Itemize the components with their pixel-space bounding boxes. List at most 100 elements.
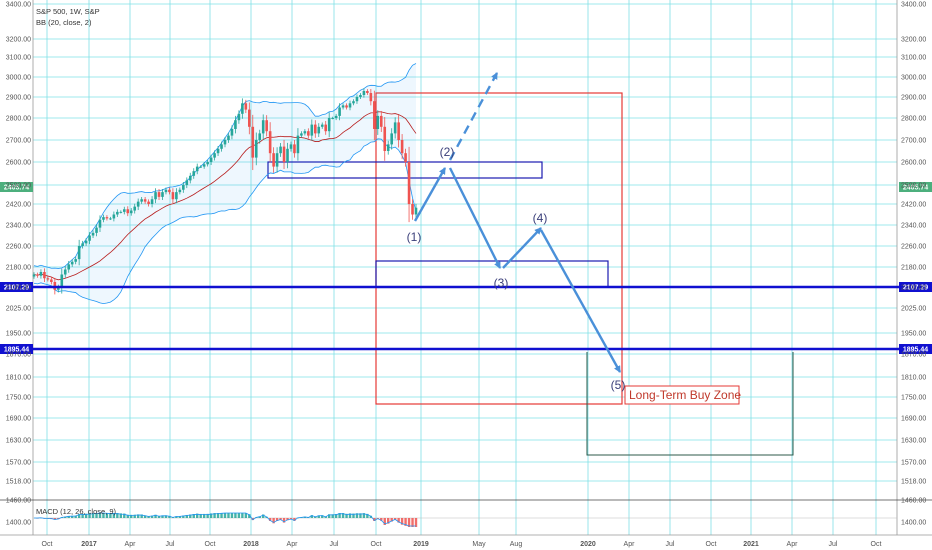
candle-11 [70, 261, 74, 265]
y-tick-right-14: 2025.00 [901, 306, 926, 313]
candle-5 [50, 279, 53, 282]
y-tick-left-9: 2420.00 [6, 202, 31, 209]
macd-bar-50 [206, 513, 209, 518]
buy-zone-bracket [586, 352, 794, 456]
macd-bar-78 [303, 516, 307, 518]
y-tick-right-18: 1750.00 [901, 395, 926, 402]
macd-bar-81 [314, 516, 317, 518]
x-tick-16: 2021 [743, 541, 759, 548]
candle-47 [195, 166, 199, 172]
candle-31 [140, 199, 143, 202]
y-tick-left-14: 2025.00 [6, 306, 31, 313]
macd-bar-10 [67, 516, 70, 518]
macd-bar-98 [373, 518, 376, 521]
candle-64 [254, 140, 258, 158]
wave-arrows [413, 72, 622, 373]
macd-bar-72 [282, 518, 286, 523]
candle-40 [171, 192, 175, 200]
macd-bar-43 [182, 515, 185, 518]
macd-bar-96 [366, 513, 369, 518]
macd-bar-51 [209, 513, 213, 518]
price-badge-right-label: 2405.74 [903, 185, 928, 192]
candle-53 [216, 148, 220, 154]
y-tick-right-5: 2800.00 [901, 116, 926, 123]
macd-bar-56 [227, 513, 230, 518]
candle-90 [345, 105, 348, 108]
x-tick-17: Apr [787, 541, 799, 548]
macd-bar-108 [407, 518, 411, 527]
y-tick-left-22: 1518.00 [6, 479, 31, 486]
candle-22 [109, 218, 112, 220]
y-tick-right-1: 3200.00 [901, 37, 926, 44]
candle-106 [400, 140, 404, 154]
macd-bar-62 [248, 514, 251, 518]
candle-36 [157, 192, 161, 197]
macd-bar-20 [102, 513, 105, 518]
y-tick-right-12: 2180.00 [901, 265, 926, 272]
macd-bar-52 [213, 513, 216, 518]
candle-65 [258, 133, 262, 140]
candle-35 [154, 192, 157, 200]
macd-bar-66 [262, 514, 265, 518]
y-tick-right-21: 1570.00 [901, 460, 926, 467]
macd-bar-109 [411, 518, 414, 527]
level-label-left-1: 1895.44 [4, 347, 29, 354]
y-tick-right-23: 1460.00 [901, 498, 926, 505]
macd-bar-24 [116, 513, 119, 518]
price-badge-right [899, 182, 932, 192]
candle-23 [112, 214, 116, 219]
candle-87 [334, 115, 338, 118]
y-tick-left-16: 1870.00 [6, 352, 31, 359]
y-tick-right-10: 2340.00 [901, 223, 926, 230]
candle-91 [348, 103, 352, 108]
y-tick-left-2: 3100.00 [6, 55, 31, 62]
y-tick-left-0: 3400.00 [6, 2, 31, 9]
macd-bar-90 [345, 513, 348, 518]
candle-85 [327, 118, 331, 132]
candle-20 [102, 217, 105, 220]
wave-arrow-1 [448, 167, 502, 269]
symbol-legend: S&P 500, 1W, S&P [36, 7, 100, 16]
candle-30 [136, 201, 140, 207]
candle-60 [241, 103, 244, 114]
macd-bar-31 [140, 514, 143, 518]
macd-bar-37 [161, 515, 164, 518]
candle-71 [279, 146, 282, 154]
macd-bar-58 [234, 513, 237, 518]
candle-29 [133, 206, 137, 211]
candle-24 [116, 211, 119, 215]
x-tick-14: Jul [666, 541, 675, 548]
macd-bar-105 [397, 518, 400, 523]
candle-89 [341, 105, 345, 108]
y-axis-right: 3400.00 3200.00 3100.00 3000.00 2900.00 2800.… [901, 2, 926, 527]
candle-51 [209, 157, 213, 162]
red-target-box [375, 92, 623, 405]
x-tick-0: Oct [42, 541, 53, 548]
candle-58 [234, 120, 237, 129]
y-tick-right-0: 3400.00 [901, 2, 926, 9]
candle-34 [150, 199, 154, 204]
wave-labels: (1) (2) (3) (4) (5) [407, 145, 626, 392]
x-tick-11: Aug [510, 541, 523, 548]
candle-38 [164, 189, 168, 193]
candle-62 [248, 109, 251, 127]
candle-108 [407, 162, 411, 204]
candle-109 [411, 204, 414, 215]
macd-bar-14 [81, 513, 84, 518]
macd-bar-103 [390, 518, 393, 522]
y-tick-right-6: 2700.00 [901, 138, 926, 145]
candle-48 [199, 166, 202, 168]
macd-bar-22 [109, 513, 112, 518]
level-label-right-0: 2107.29 [903, 285, 928, 292]
macd-bar-68 [268, 518, 272, 521]
macd-bar-25 [119, 513, 123, 518]
macd-bar-13 [77, 513, 81, 518]
macd-bar-11 [71, 515, 74, 518]
macd-line [33, 512, 416, 527]
candle-100 [379, 115, 383, 127]
wave-label-4: (5) [611, 378, 626, 392]
macd-bar-39 [168, 515, 171, 518]
y-tick-right-2: 3100.00 [901, 55, 926, 62]
candle-44 [185, 180, 189, 185]
macd-bar-94 [359, 513, 362, 518]
